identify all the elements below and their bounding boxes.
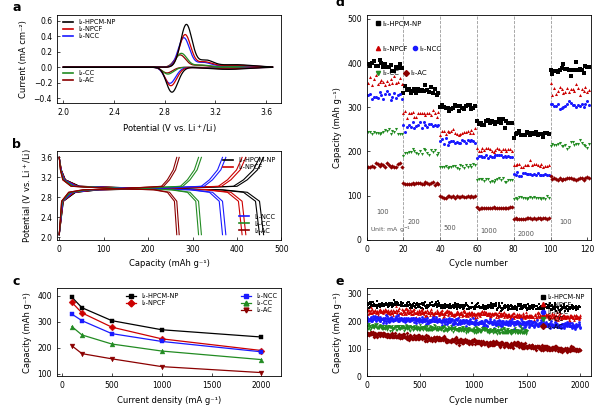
Legend: I₂-CC, I₂-AC: I₂-CC, I₂-AC [62, 69, 95, 84]
Text: 1000: 1000 [481, 228, 497, 234]
Text: b: b [12, 138, 21, 151]
Y-axis label: Capacity (mAh g⁻¹): Capacity (mAh g⁻¹) [332, 87, 341, 168]
Y-axis label: Potential (V vs. Li$^+$/Li): Potential (V vs. Li$^+$/Li) [22, 148, 34, 243]
Legend: I₂-HPCM-NP, I₂-NPCF, I₂-NCC, I₂-CC, I₂-AC: I₂-HPCM-NP, I₂-NPCF, I₂-NCC, I₂-CC, I₂-A… [538, 292, 587, 332]
Text: Unit: mA g$^{-1}$: Unit: mA g$^{-1}$ [370, 225, 412, 235]
Text: a: a [12, 1, 20, 14]
Y-axis label: Current (mA cm⁻²): Current (mA cm⁻²) [19, 20, 28, 98]
X-axis label: Cycle number: Cycle number [449, 396, 508, 405]
Text: e: e [335, 275, 344, 288]
Text: 100: 100 [376, 209, 388, 215]
Legend: I₂-NCC, I₂-CC, I₂-AC: I₂-NCC, I₂-CC, I₂-AC [236, 211, 278, 236]
Text: 200: 200 [407, 219, 420, 225]
X-axis label: Capacity (mAh g⁻¹): Capacity (mAh g⁻¹) [129, 259, 209, 268]
X-axis label: Potential (V vs. Li$^+$/Li): Potential (V vs. Li$^+$/Li) [122, 122, 217, 135]
Text: 2000: 2000 [517, 231, 535, 237]
Legend: I₂-CC, I₂-AC: I₂-CC, I₂-AC [373, 67, 430, 79]
Text: d: d [335, 0, 344, 9]
Text: 100: 100 [560, 219, 572, 225]
Text: 500: 500 [444, 225, 457, 231]
Y-axis label: Capacity (mAh g⁻¹): Capacity (mAh g⁻¹) [332, 292, 341, 373]
X-axis label: Cycle number: Cycle number [449, 259, 508, 268]
Legend: I₂-NCC, I₂-CC, I₂-AC: I₂-NCC, I₂-CC, I₂-AC [238, 291, 280, 316]
X-axis label: Current density (mA g⁻¹): Current density (mA g⁻¹) [117, 396, 221, 405]
Y-axis label: Capacity (mAh g⁻¹): Capacity (mAh g⁻¹) [23, 292, 32, 373]
Text: c: c [12, 275, 20, 288]
